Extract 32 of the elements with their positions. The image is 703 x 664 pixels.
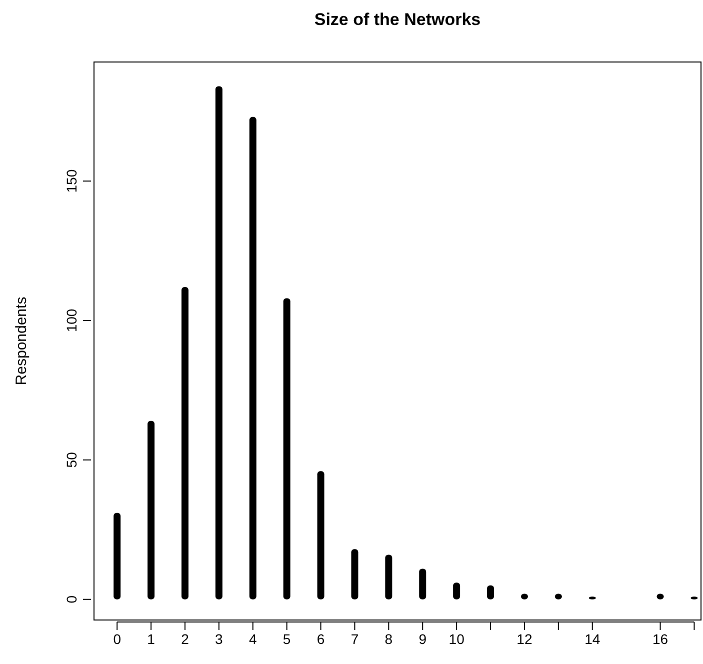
y-tick-label: 150 <box>63 169 80 193</box>
x-tick-label: 4 <box>248 630 257 647</box>
x-tick-label: 1 <box>147 630 156 647</box>
bar <box>283 298 290 600</box>
x-tick-label: 9 <box>418 630 427 647</box>
chart-title: Size of the Networks <box>314 10 481 29</box>
x-tick-label: 7 <box>350 630 359 647</box>
y-tick-label: 0 <box>63 595 80 604</box>
bar <box>114 512 121 600</box>
bar <box>419 568 426 600</box>
bar <box>487 585 494 600</box>
bar <box>148 420 155 600</box>
x-tick-label: 2 <box>181 630 190 647</box>
bar <box>351 549 358 600</box>
bar <box>317 471 324 600</box>
x-tick-label: 5 <box>282 630 291 647</box>
y-axis-title: Respondents <box>13 296 30 386</box>
bar <box>181 287 188 600</box>
bar <box>385 554 392 600</box>
x-tick-label: 6 <box>316 630 325 647</box>
y-tick-label: 100 <box>63 308 80 332</box>
x-tick-label: 0 <box>113 630 122 647</box>
x-tick-label: 10 <box>448 630 465 647</box>
x-tick-label: 3 <box>215 630 224 647</box>
y-tick-label: 50 <box>63 452 80 468</box>
x-tick-label: 14 <box>584 630 600 647</box>
bar <box>453 582 460 600</box>
x-tick-label: 12 <box>516 630 532 647</box>
x-tick-label: 8 <box>384 630 393 647</box>
bar <box>249 116 256 600</box>
bar <box>215 86 222 600</box>
x-tick-label: 16 <box>652 630 668 647</box>
